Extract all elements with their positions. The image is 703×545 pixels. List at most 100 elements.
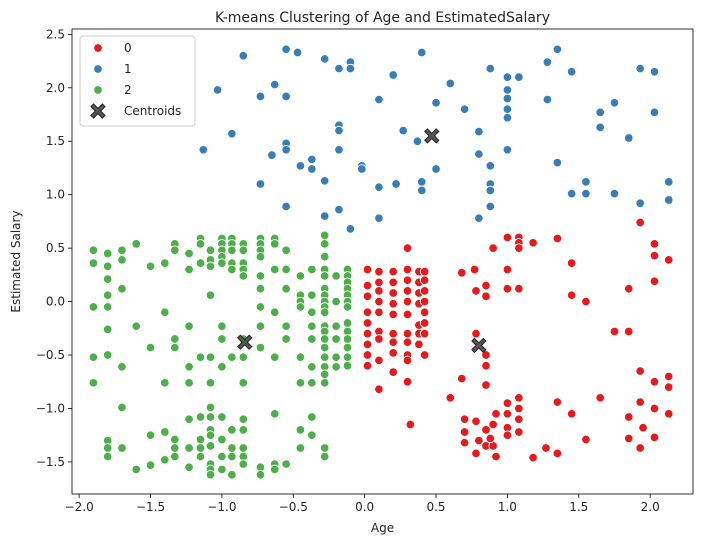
centroid-marker-1: [237, 334, 253, 350]
point-2-66: [205, 441, 216, 451]
point-2-109: [255, 271, 266, 281]
point-2-19: [117, 402, 127, 413]
point-0-9: [374, 266, 384, 277]
point-2-51: [195, 352, 206, 362]
point-0-94: [528, 238, 538, 248]
point-2-159: [319, 334, 330, 344]
point-1-41: [431, 164, 441, 174]
point-0-95: [528, 452, 538, 463]
point-1-0: [212, 85, 223, 95]
point-1-74: [649, 67, 660, 77]
point-2-69: [205, 470, 216, 480]
x-tick-label-0: −2.0: [65, 500, 94, 514]
point-0-34: [402, 337, 413, 347]
point-0-22: [388, 309, 398, 320]
y-tick-label-6: 1.5: [46, 134, 65, 148]
point-2-124: [281, 245, 291, 256]
y-axis: −1.5 −1.0 −0.5 0.0 0.5 1.0 1.5 2.0 2.5: [36, 27, 72, 469]
point-2-89: [227, 443, 237, 453]
point-1-53: [502, 85, 513, 95]
point-0-51: [419, 318, 430, 328]
point-2-25: [145, 342, 156, 353]
x-axis: −2.0 −1.5 −1.0 −0.5 0.0 0.5 1.0 1.5 2.0: [65, 494, 660, 514]
point-2-141: [307, 321, 317, 331]
point-2-21: [131, 239, 141, 249]
point-0-17: [374, 384, 384, 394]
point-2-74: [217, 258, 227, 268]
point-2-144: [307, 378, 317, 388]
legend-marker-0: [93, 43, 103, 53]
point-0-119: [649, 377, 660, 387]
point-2-56: [205, 245, 216, 256]
point-0-98: [552, 397, 563, 407]
point-2-36: [170, 342, 180, 353]
point-1-60: [542, 94, 553, 105]
point-2-160: [319, 342, 330, 353]
point-2-147: [319, 230, 330, 241]
point-2-125: [281, 264, 291, 275]
point-0-77: [491, 409, 501, 419]
point-2-22: [131, 321, 141, 331]
point-0-47: [419, 275, 430, 285]
point-0-21: [388, 298, 398, 309]
point-2-13: [102, 443, 113, 453]
point-0-73: [488, 243, 498, 253]
y-tick-label-4: 0.5: [46, 241, 65, 255]
point-2-139: [307, 290, 317, 300]
point-2-172: [331, 362, 341, 372]
point-2-5: [102, 248, 113, 259]
legend-marker-centroids: [90, 103, 106, 119]
point-0-92: [514, 414, 524, 424]
point-2-102: [238, 443, 249, 453]
point-0-106: [609, 326, 620, 337]
point-2-20: [117, 443, 127, 453]
point-0-15: [374, 334, 384, 344]
point-2-28: [160, 258, 170, 268]
point-2-145: [307, 412, 317, 422]
point-2-115: [255, 470, 266, 480]
point-0-67: [481, 291, 491, 301]
point-2-127: [281, 321, 291, 331]
point-0-36: [402, 355, 413, 366]
point-0-32: [402, 309, 413, 320]
point-0-16: [374, 355, 384, 366]
y-tick-label-0: −1.5: [36, 455, 65, 469]
point-0-2: [362, 291, 373, 301]
y-tick-label-7: 2.0: [46, 81, 65, 95]
point-2-39: [170, 451, 180, 462]
point-2-129: [281, 459, 291, 469]
point-0-103: [581, 434, 591, 445]
point-0-24: [388, 337, 398, 347]
legend-label-2: 2: [124, 83, 132, 97]
point-2-169: [331, 321, 341, 331]
point-2-37: [170, 434, 180, 445]
point-0-112: [635, 366, 645, 376]
point-0-100: [566, 258, 577, 268]
point-0-70: [481, 380, 491, 390]
point-0-81: [502, 284, 513, 294]
point-0-27: [402, 243, 413, 253]
point-1-58: [514, 72, 524, 82]
x-tick-label-4: 0.0: [355, 500, 374, 514]
point-2-76: [217, 334, 227, 344]
point-1-37: [417, 47, 427, 58]
point-0-54: [445, 393, 456, 403]
legend-box: [79, 35, 196, 127]
point-1-73: [635, 198, 645, 208]
series-1: [198, 44, 674, 234]
point-2-6: [102, 261, 113, 272]
point-1-26: [345, 63, 356, 74]
point-1-75: [649, 107, 660, 118]
point-1-14: [295, 161, 306, 171]
point-1-3: [238, 50, 249, 61]
point-2-130: [295, 271, 306, 281]
y-tick-label-3: 0.0: [46, 295, 65, 309]
point-1-11: [281, 145, 291, 155]
point-2-31: [160, 427, 170, 437]
point-0-117: [649, 250, 660, 261]
point-0-121: [649, 432, 660, 443]
point-0-53: [419, 350, 430, 360]
point-0-5: [362, 328, 373, 339]
point-2-14: [102, 451, 113, 462]
